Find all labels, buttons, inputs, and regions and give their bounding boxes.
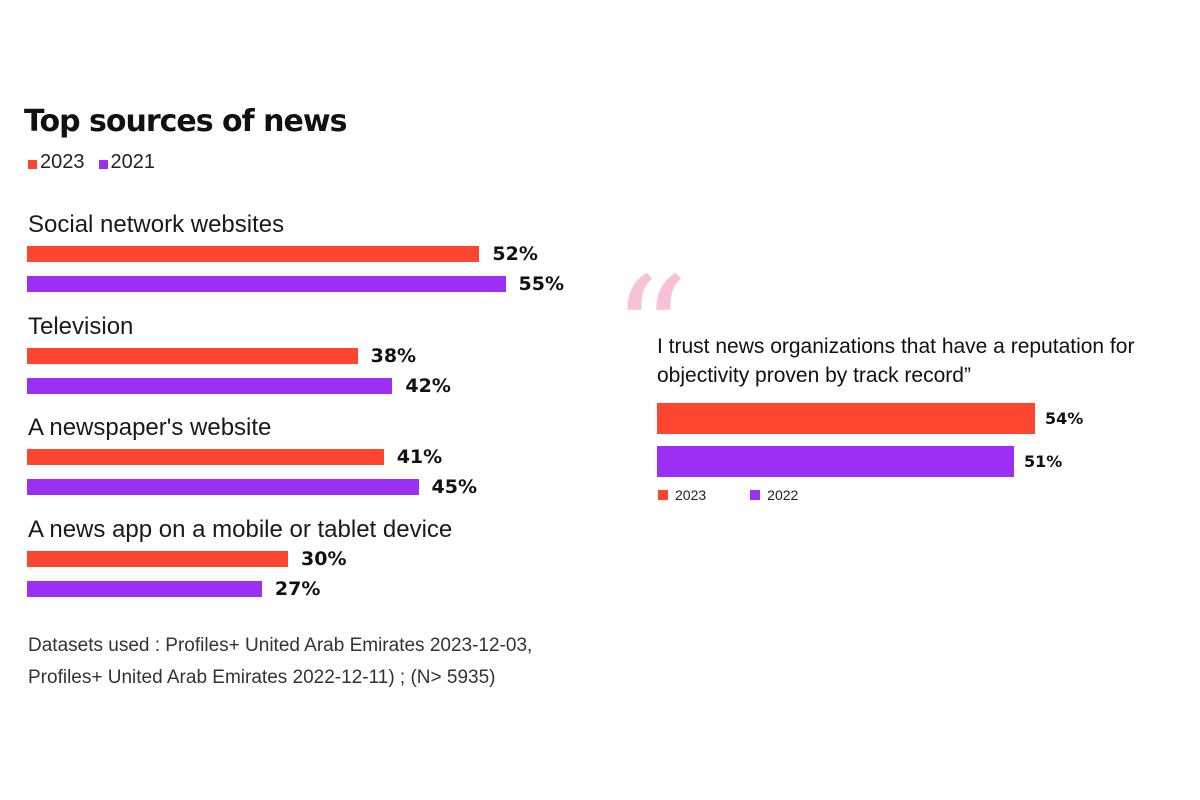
quote-mark-icon: “ <box>612 246 689 420</box>
category-label: A newspaper's website <box>28 414 272 441</box>
legend-label-2023: 2023 <box>40 151 85 173</box>
legend-label-2023: 2023 <box>675 487 707 503</box>
bar-2021 <box>27 377 393 394</box>
quote-text: I trust news organizations that have a r… <box>657 335 1135 387</box>
legend-swatch-2022 <box>750 490 761 500</box>
value-label-2023: 41% <box>396 446 443 468</box>
value-label-2023: 54% <box>1045 409 1084 428</box>
top-sources-bar-chart: Social network websites 52% 55% Television 3… <box>27 211 564 600</box>
value-label-2023: 38% <box>370 344 417 367</box>
bar-2021 <box>27 580 262 597</box>
legend-swatch-2021 <box>98 159 108 169</box>
bar-2023 <box>27 550 288 567</box>
legend-item-2021: 2021 <box>98 151 156 174</box>
legend-item-2023: 2023 <box>658 487 706 503</box>
bar-2022 <box>657 446 1014 477</box>
category-label: Social network websites <box>28 211 285 238</box>
value-label-2023: 30% <box>301 547 347 570</box>
category-label: Television <box>28 312 134 340</box>
bar-2023 <box>27 347 358 364</box>
legend-swatch-2023 <box>28 159 37 169</box>
legend-label-2022: 2022 <box>767 487 799 503</box>
chart-title: Top sources of news <box>24 104 347 139</box>
legend-trust: 2023 2022 <box>658 487 798 503</box>
legend-swatch-2023 <box>658 490 668 500</box>
bar-2023 <box>657 403 1035 434</box>
legend-item-2022: 2022 <box>750 487 798 503</box>
value-label-2021: 55% <box>518 273 564 295</box>
legend-label-2021: 2021 <box>110 151 156 173</box>
datasets-footnote: Datasets used : Profiles+ United Arab Em… <box>28 635 533 688</box>
value-label-2021: 27% <box>274 577 321 600</box>
value-label-2023: 52% <box>492 243 538 265</box>
value-label-2021: 45% <box>431 476 477 498</box>
bar-2023 <box>27 449 384 465</box>
category-label: A news app on a mobile or tablet device <box>28 515 453 543</box>
bar-2023 <box>27 246 480 262</box>
bar-2021 <box>27 479 419 495</box>
bar-2021 <box>27 276 506 292</box>
legend-top-sources: 2023 2021 <box>28 151 155 174</box>
legend-item-2023: 2023 <box>28 151 85 174</box>
value-label-2021: 42% <box>405 374 451 397</box>
value-label-2022: 51% <box>1024 452 1063 471</box>
